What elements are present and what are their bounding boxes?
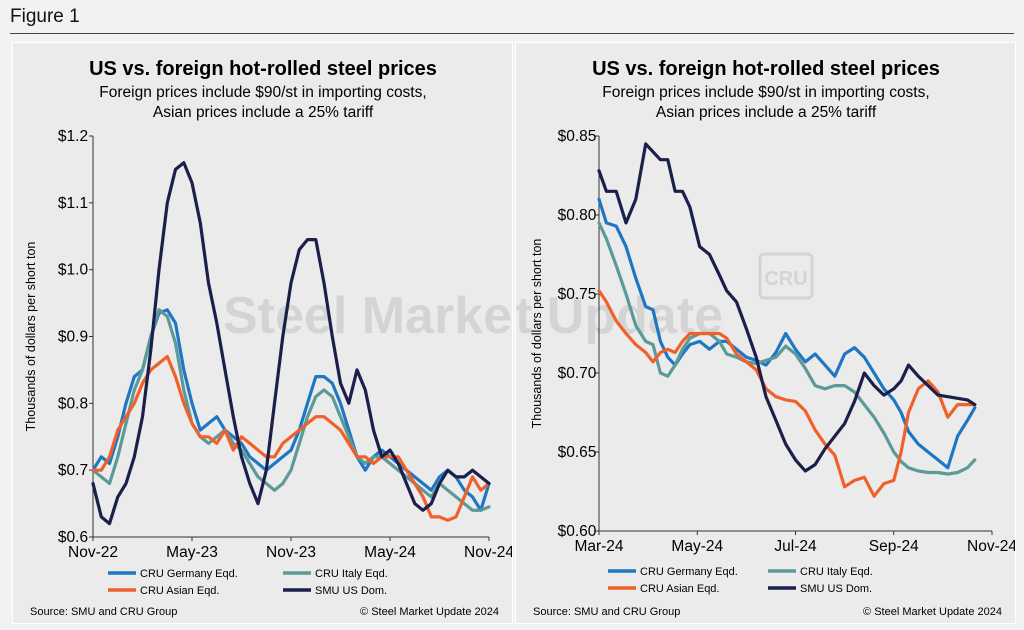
legend-label: CRU Germany Eqd. [140,568,238,580]
y-tick-label: $0.60 [558,523,597,540]
x-tick-label: Nov-24 [967,538,1015,555]
chart-subtitle-line: Foreign prices include $90/st in importi… [99,84,426,101]
x-tick-label: Jul-24 [774,538,817,555]
y-tick-label: $0.80 [558,207,597,224]
series-line-germany [597,197,977,470]
x-tick-label: Nov-22 [68,544,118,561]
source-note: Source: SMU and CRU Group [30,606,177,618]
watermark: Steel Market Update [223,287,512,345]
series-line-asian [91,354,491,522]
y-tick-label: $1.0 [58,262,89,279]
y-axis-label: Thousands of dollars per short ton [24,242,38,432]
x-tick-label: Nov-23 [266,544,316,561]
x-tick-label: Sep-24 [869,538,919,555]
y-tick-label: $1.1 [58,195,88,212]
y-tick-label: $0.70 [558,365,597,382]
chart-subtitle-line: Asian prices include a 25% tariff [656,104,877,121]
legend-label: SMU US Dom. [315,585,387,597]
watermark-badge: CRU [764,268,807,290]
series-line-italy [91,308,491,512]
chart-subtitle-line: Asian prices include a 25% tariff [153,104,374,121]
y-tick-label: $0.75 [558,286,597,303]
y-tick-label: $0.85 [558,128,597,145]
watermark-badge-box [758,252,814,300]
x-tick-label: May-24 [671,538,723,555]
chart-title: US vs. foreign hot-rolled steel prices [89,58,437,80]
x-tick-label: May-24 [364,544,416,561]
y-tick-label: $0.9 [58,329,88,346]
series-line-italy [597,221,977,476]
legend-label: CRU Italy Eqd. [315,568,388,580]
x-tick-label: Nov-24 [464,544,512,561]
y-tick-label: $0.6 [58,529,88,546]
chart-panel-left: Steel Market Update US vs. foreign hot-ro… [12,42,513,624]
y-tick-label: $0.7 [58,462,88,479]
x-tick-label: May-23 [166,544,218,561]
chart-title: US vs. foreign hot-rolled steel prices [592,58,940,80]
legend-label: CRU Asian Eqd. [640,583,719,595]
chart-subtitle-line: Foreign prices include $90/st in importi… [602,84,929,101]
legend-label: SMU US Dom. [800,583,872,595]
y-axis-label: Thousands of dollars per short ton [530,239,544,429]
y-tick-label: $0.65 [558,444,597,461]
figure-divider [10,33,1014,34]
copyright-note: © Steel Market Update 2024 [360,606,499,618]
copyright-note: © Steel Market Update 2024 [863,606,1002,618]
series-line-us [91,161,491,526]
watermark-text: Steel Market Update [223,287,512,345]
x-tick-label: Mar-24 [574,538,623,555]
series-line-asian [597,289,977,498]
series-line-us [597,142,977,473]
y-tick-label: $1.2 [58,128,88,145]
legend-label: CRU Germany Eqd. [640,566,738,578]
chart-left: Steel Market Update US vs. foreign hot-ro… [24,58,512,618]
figure-label: Figure 1 [10,6,80,27]
legend-label: CRU Italy Eqd. [800,566,873,578]
y-tick-label: $0.8 [58,395,88,412]
legend-label: CRU Asian Eqd. [140,585,219,597]
source-note: Source: SMU and CRU Group [533,606,680,618]
